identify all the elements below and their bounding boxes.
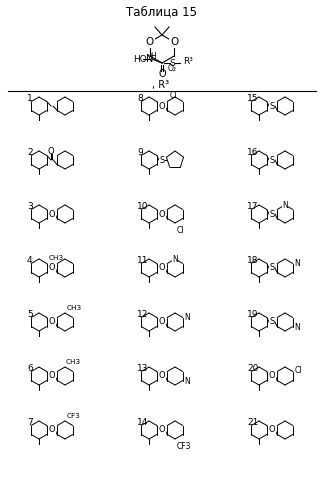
Text: CH3: CH3 (67, 305, 82, 311)
Text: CH3: CH3 (66, 359, 81, 365)
Text: O: O (49, 317, 55, 326)
Text: S: S (269, 101, 275, 110)
Text: O: O (170, 37, 178, 47)
Text: O: O (159, 371, 165, 381)
Text: 10: 10 (137, 202, 148, 211)
Text: 21: 21 (247, 418, 258, 427)
Text: S: S (169, 58, 175, 67)
Text: Cl: Cl (295, 366, 302, 375)
Text: O: O (159, 101, 165, 110)
Text: 1: 1 (27, 94, 33, 103)
Text: 15: 15 (247, 94, 259, 103)
Text: O: O (159, 426, 165, 435)
Text: 11: 11 (137, 256, 148, 265)
Text: O: O (269, 371, 275, 381)
Text: Cl: Cl (177, 226, 184, 235)
Text: CF3: CF3 (177, 442, 191, 451)
Text: O: O (146, 37, 154, 47)
Text: O: O (158, 69, 166, 79)
Text: 14: 14 (137, 418, 148, 427)
Text: O: O (159, 263, 165, 272)
Text: H: H (151, 51, 156, 60)
Text: 4: 4 (27, 256, 33, 265)
Text: N: N (184, 313, 190, 322)
Text: O: O (159, 317, 165, 326)
Text: CF3: CF3 (67, 413, 81, 419)
Text: 5: 5 (27, 310, 33, 319)
Text: S: S (269, 317, 275, 326)
Text: , R³: , R³ (152, 80, 169, 90)
Text: O: O (48, 147, 54, 156)
Text: CH3: CH3 (49, 254, 64, 260)
Text: N: N (172, 254, 178, 263)
Text: O: O (49, 426, 55, 435)
Text: N: N (146, 54, 154, 64)
Text: O: O (49, 210, 55, 219)
Text: O: O (159, 210, 165, 219)
Text: O₂: O₂ (168, 63, 177, 72)
Text: 9: 9 (137, 148, 143, 157)
Text: O: O (269, 426, 275, 435)
Text: Таблица 15: Таблица 15 (126, 5, 198, 18)
Text: N: N (294, 323, 300, 332)
Text: 16: 16 (247, 148, 259, 157)
Text: N: N (294, 259, 300, 268)
Text: 3: 3 (27, 202, 33, 211)
Text: S: S (269, 210, 275, 219)
Text: S: S (269, 156, 275, 165)
Text: 18: 18 (247, 256, 259, 265)
Text: R³: R³ (183, 56, 193, 65)
Text: N: N (184, 377, 190, 386)
Text: 19: 19 (247, 310, 259, 319)
Text: O: O (49, 263, 55, 272)
Text: 17: 17 (247, 202, 259, 211)
Text: O: O (49, 371, 55, 381)
Text: N: N (282, 201, 288, 210)
Text: HO: HO (133, 54, 147, 63)
Text: 12: 12 (137, 310, 148, 319)
Text: 2: 2 (27, 148, 33, 157)
Text: 6: 6 (27, 364, 33, 373)
Text: Cl: Cl (169, 90, 177, 99)
Text: S: S (159, 156, 165, 165)
Text: S: S (269, 263, 275, 272)
Text: 13: 13 (137, 364, 148, 373)
Text: 20: 20 (247, 364, 258, 373)
Text: 8: 8 (137, 94, 143, 103)
Text: 7: 7 (27, 418, 33, 427)
